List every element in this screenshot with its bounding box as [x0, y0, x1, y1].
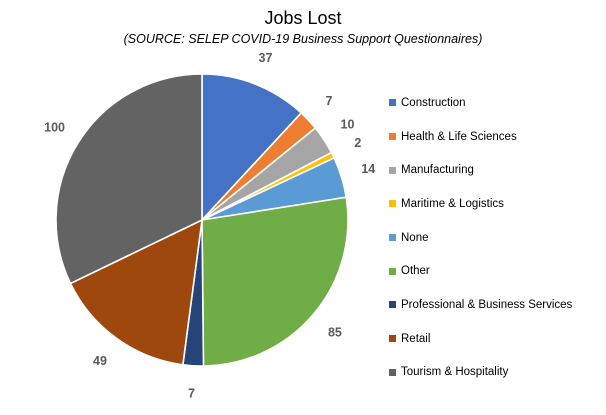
legend-item-7: Retail — [389, 322, 572, 356]
legend-label: Retail — [401, 332, 431, 345]
pie-slice-5 — [201, 196, 349, 367]
legend-swatch — [389, 99, 396, 107]
legend-swatch — [389, 234, 396, 242]
legend-item-6: Professional & Business Services — [389, 288, 572, 322]
legend-label: Other — [401, 265, 430, 278]
data-label-1: 7 — [326, 94, 333, 108]
pie-slice-7 — [69, 218, 203, 366]
chart-subtitle: (SOURCE: SELEP COVID-19 Business Support… — [123, 32, 483, 46]
data-label-0: 37 — [259, 51, 273, 65]
legend: Construction Health & Life Sciences Manufa… — [389, 86, 572, 389]
data-label-2: 10 — [341, 118, 355, 132]
data-label-8: 100 — [44, 121, 65, 135]
legend-label: Manufacturing — [401, 164, 474, 177]
legend-item-3: Maritime & Logistics — [389, 187, 572, 221]
legend-label: Tourism & Hospitality — [401, 366, 509, 379]
data-label-7: 49 — [93, 354, 107, 368]
chart-title: Jobs Lost — [264, 8, 342, 28]
legend-label: Maritime & Logistics — [401, 197, 504, 210]
legend-swatch — [389, 267, 396, 275]
legend-label: Professional & Business Services — [401, 298, 573, 311]
legend-item-0: Construction — [389, 86, 572, 120]
data-label-3: 2 — [354, 136, 361, 150]
legend-swatch — [389, 368, 396, 376]
pie-data-labels: 37 7 10 214 85 7 49 100 — [44, 51, 375, 401]
data-label-5: 85 — [328, 325, 342, 339]
data-label-6: 7 — [188, 387, 195, 401]
legend-swatch — [389, 200, 396, 208]
legend-swatch — [389, 133, 396, 141]
pie-slice-8 — [55, 73, 203, 285]
legend-label: Health & Life Sciences — [401, 130, 517, 143]
legend-item-5: Other — [389, 254, 572, 288]
legend-swatch — [389, 335, 396, 343]
legend-swatch — [389, 166, 396, 174]
legend-item-4: None — [389, 221, 572, 255]
legend-item-1: Health & Life Sciences — [389, 120, 572, 154]
legend-swatch — [389, 301, 396, 309]
legend-label: None — [401, 231, 429, 244]
legend-item-8: Tourism & Hospitality — [389, 356, 572, 390]
data-label-4: 14 — [361, 162, 375, 176]
legend-item-2: Manufacturing — [389, 153, 572, 187]
pie-slice-0 — [201, 73, 303, 223]
pie-slices — [55, 73, 349, 367]
legend-label: Construction — [401, 96, 466, 109]
